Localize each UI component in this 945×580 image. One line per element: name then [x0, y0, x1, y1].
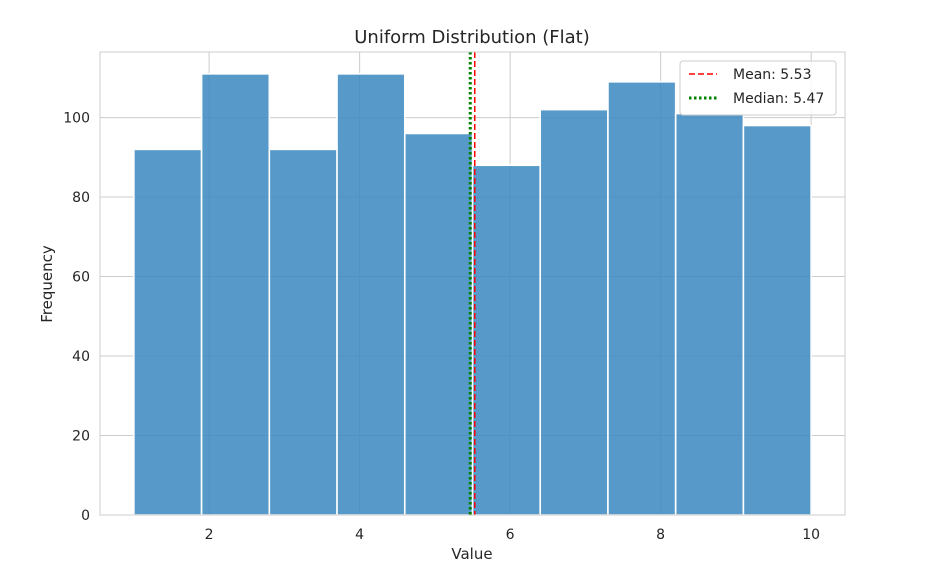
y-tick-label: 20 — [72, 429, 90, 445]
legend: Mean: 5.53 Median: 5.47 — [679, 60, 837, 116]
histogram-bar — [200, 73, 271, 516]
histogram-bar — [742, 124, 812, 516]
histogram-bar — [403, 132, 474, 516]
bars — [133, 73, 812, 516]
legend-mean-label: Mean: 5.53 — [733, 67, 811, 83]
x-tick-label: 10 — [802, 527, 820, 543]
histogram-bar — [539, 108, 609, 516]
y-tick-label: 80 — [72, 190, 90, 206]
histogram-bar — [336, 73, 406, 516]
legend-box — [679, 60, 837, 116]
chart-title: Uniform Distribution (Flat) — [354, 27, 590, 48]
x-axis-label: Value — [451, 545, 492, 563]
y-axis-label: Frequency — [38, 245, 56, 323]
tick-labels: 0 20 40 60 80 100 2 4 6 8 10 — [63, 111, 820, 543]
y-tick-label: 60 — [72, 270, 90, 286]
histogram-bar — [133, 148, 203, 516]
histogram-bar — [268, 148, 338, 516]
histogram-bar — [674, 112, 745, 516]
x-tick-label: 4 — [355, 527, 364, 543]
y-tick-label: 0 — [81, 508, 90, 524]
x-tick-label: 6 — [506, 527, 515, 543]
y-tick-label: 40 — [72, 349, 90, 365]
histogram-bar — [471, 164, 542, 516]
plot-frame — [99, 51, 846, 516]
x-tick-label: 2 — [205, 527, 214, 543]
y-tick-label: 100 — [63, 111, 90, 127]
x-tick-label: 8 — [656, 527, 665, 543]
reference-lines — [468, 52, 476, 515]
legend-median-label: Median: 5.47 — [733, 91, 824, 107]
histogram-bar — [607, 81, 677, 516]
